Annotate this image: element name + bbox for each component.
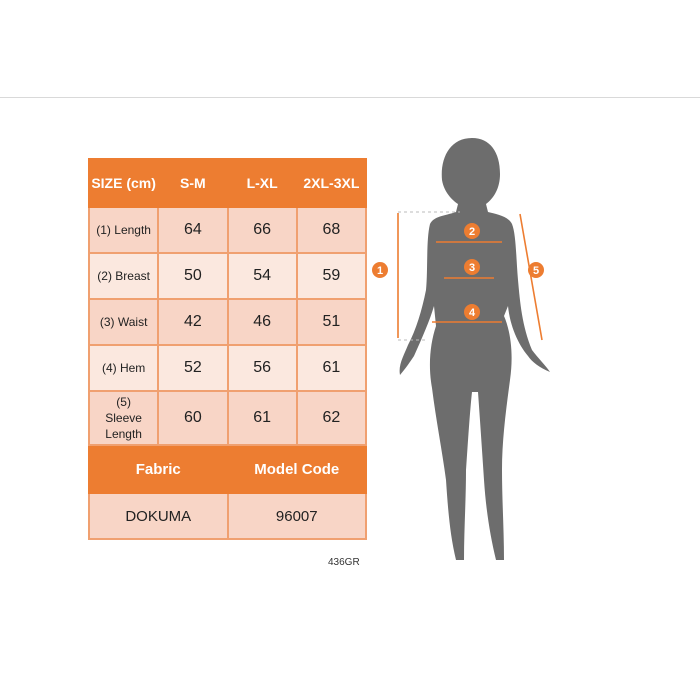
cell: 61 [226, 390, 298, 446]
row-label: (3) Waist [87, 298, 160, 346]
cell: 60 [157, 390, 229, 446]
marker-2: 2 [469, 226, 475, 238]
header-2xl-3xl: 2XL-3XL [295, 158, 368, 208]
marker-3: 3 [469, 262, 475, 274]
footer-row: DOKUMA 96007 [88, 492, 367, 540]
cell: 51 [295, 298, 368, 346]
table-row: (2) Breast 50 54 59 [87, 252, 368, 300]
row-label: (2) Breast [87, 252, 160, 300]
header-size: SIZE (cm) [87, 158, 160, 208]
header-s-m: S-M [157, 158, 229, 208]
row-label: (1) Length [87, 206, 160, 254]
silhouette [399, 138, 550, 560]
cell: 54 [226, 252, 298, 300]
divider [0, 97, 700, 98]
marker-5: 5 [533, 265, 539, 277]
cell: 64 [157, 206, 229, 254]
model-code-header: Model Code [226, 444, 367, 494]
table-row: (5) Sleeve Length 60 61 62 [87, 390, 368, 446]
table-row: (4) Hem 52 56 61 [87, 344, 368, 392]
fabric-header: Fabric [88, 444, 229, 494]
marker-4: 4 [469, 307, 476, 319]
cell: 66 [226, 206, 298, 254]
cell: 42 [157, 298, 229, 346]
cell: 68 [295, 206, 368, 254]
cell: 46 [226, 298, 298, 346]
marker-1: 1 [377, 265, 383, 277]
footer-header-row: Fabric Model Code [88, 444, 367, 494]
table-row: (1) Length 64 66 68 [87, 206, 368, 254]
cell: 56 [226, 344, 298, 392]
marker-circles [372, 223, 544, 320]
row-label: (5) Sleeve Length [87, 390, 160, 446]
header-l-xl: L-XL [226, 158, 298, 208]
cell: 61 [295, 344, 368, 392]
product-code: 436GR [328, 557, 360, 568]
measurement-lines [397, 213, 543, 341]
cell: 50 [157, 252, 229, 300]
table-row: (3) Waist 42 46 51 [87, 298, 368, 346]
cell: 59 [295, 252, 368, 300]
model-code-value: 96007 [226, 492, 367, 540]
cell: 62 [295, 390, 368, 446]
size-chart-table: SIZE (cm) S-M L-XL 2XL-3XL (1) Length 64… [87, 158, 368, 540]
fabric-value: DOKUMA [88, 492, 229, 540]
guide-lines [398, 211, 460, 341]
row-label: (4) Hem [87, 344, 160, 392]
sleeve-arrow [519, 213, 543, 341]
body-measurement-figure: 1 2 3 4 5 [372, 138, 550, 560]
cell: 52 [157, 344, 229, 392]
header-row: SIZE (cm) S-M L-XL 2XL-3XL [87, 158, 368, 208]
